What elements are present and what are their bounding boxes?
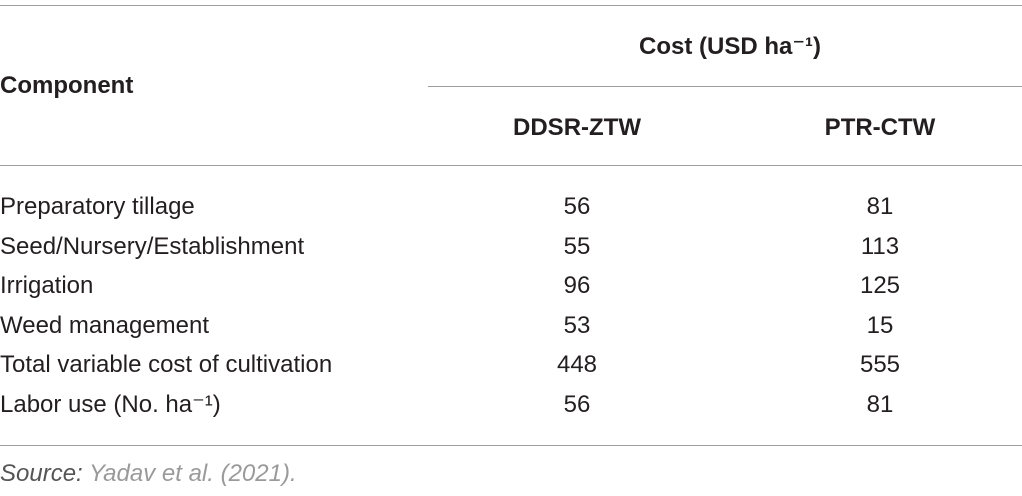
cell-value: 448 [556, 351, 598, 379]
cell-value: 53 [563, 311, 591, 339]
rule-bottom [0, 445, 1022, 446]
row-label: Preparatory tillage [0, 193, 195, 220]
header-col: DDSR-ZTW [513, 114, 641, 141]
row-label: Irrigation [0, 272, 94, 300]
rule-top [0, 5, 1022, 6]
cell-value: 81 [866, 193, 894, 220]
row-label: Weed management [0, 311, 210, 339]
row-label: Labor use (No. ha⁻¹) [0, 391, 221, 418]
rule-header [0, 165, 1022, 166]
cell-value: 113 [860, 232, 900, 260]
cell-value: 81 [866, 391, 894, 418]
cell-value: 125 [859, 272, 901, 300]
row-label: Seed/Nursery/Establishment [0, 232, 305, 260]
cell-value: 555 [859, 351, 901, 379]
source-label: Source: [0, 460, 83, 487]
cell-value: 55 [563, 232, 591, 260]
header-col: PTR-CTW [824, 114, 936, 141]
cell-value: 56 [563, 193, 591, 220]
cell-value: 56 [563, 391, 591, 418]
header-cost: Cost (USD ha⁻¹) [639, 33, 821, 60]
source-note: Source: Yadav et al. (2021). [0, 460, 297, 488]
cell-value: 15 [866, 311, 894, 339]
source-text: Yadav et al. (2021). [88, 460, 297, 487]
rule-group [428, 86, 1022, 87]
cell-value: 96 [563, 272, 591, 300]
header-component: Component [0, 72, 134, 99]
row-label: Total variable cost of cultivation [0, 351, 333, 379]
